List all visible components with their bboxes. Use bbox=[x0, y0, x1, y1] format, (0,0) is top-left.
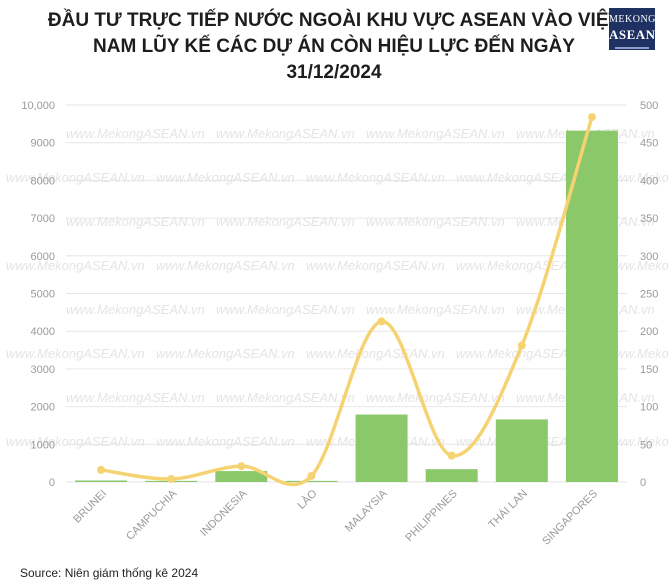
watermark-text: www.MekongASEAN.vn bbox=[66, 390, 205, 405]
bar-brunei bbox=[75, 480, 128, 482]
watermark-text: www.MekongASEAN.vn bbox=[366, 214, 505, 229]
watermark-text: www.MekongASEAN.vn bbox=[456, 346, 595, 361]
watermark-text: www.MekongASEAN.vn bbox=[6, 434, 145, 449]
watermark-text: www.MekongASEAN.vn bbox=[306, 258, 445, 273]
watermark-text: www.MekongASEAN.vn bbox=[66, 302, 205, 317]
watermark-text: www.MekongASEAN.vn bbox=[606, 258, 668, 273]
watermark-text: www.MekongASEAN.vn bbox=[366, 126, 505, 141]
left-tick-label: 6000 bbox=[31, 251, 55, 263]
watermark-text: www.MekongASEAN.vn bbox=[156, 170, 295, 185]
bar-malaysia bbox=[355, 414, 408, 482]
watermark-text: www.MekongASEAN.vn bbox=[66, 214, 205, 229]
watermark-text: www.MekongASEAN.vn bbox=[6, 170, 145, 185]
watermark-text: www.MekongASEAN.vn bbox=[156, 258, 295, 273]
watermark-layer: www.MekongASEAN.vn www.MekongASEAN.vn www.… bbox=[6, 126, 668, 449]
watermark-text: www.MekongASEAN.vn bbox=[216, 302, 355, 317]
x-tick-label: SINGAPORES bbox=[540, 488, 600, 548]
right-tick-label: 100 bbox=[640, 402, 658, 414]
watermark-text: www.MekongASEAN.vn bbox=[456, 170, 595, 185]
watermark-text: www.MekongASEAN.vn bbox=[306, 346, 445, 361]
x-tick-label: PHILIPPINES bbox=[403, 488, 459, 544]
line-point-singapores bbox=[587, 113, 596, 122]
logo-text-bottom: ASEAN bbox=[609, 27, 656, 42]
title-line-1: ĐẦU TƯ TRỰC TIẾP NƯỚC NGOÀI KHU VỰC ASEA… bbox=[47, 10, 621, 31]
right-tick-label: 400 bbox=[640, 175, 658, 187]
right-tick-label: 500 bbox=[640, 100, 658, 112]
line-point-philippines bbox=[447, 451, 456, 460]
bar-indonesia bbox=[215, 471, 268, 482]
line-point-thái lan bbox=[517, 341, 526, 350]
x-tick-label: CAMPUCHIA bbox=[124, 487, 180, 543]
watermark-text: www.MekongASEAN.vn bbox=[156, 346, 295, 361]
right-tick-label: 300 bbox=[640, 251, 658, 263]
right-tick-label: 50 bbox=[640, 439, 652, 451]
watermark-text: www.MekongASEAN.vn bbox=[156, 434, 295, 449]
left-tick-label: 3000 bbox=[31, 364, 55, 376]
watermark-text: www.MekongASEAN.vn bbox=[606, 170, 668, 185]
chart-title: ĐẦU TƯ TRỰC TIẾP NƯỚC NGOÀI KHU VỰC ASEA… bbox=[0, 8, 668, 86]
watermark-text: www.MekongASEAN.vn bbox=[66, 126, 205, 141]
bar-thái lan bbox=[495, 419, 548, 482]
bar-singapores bbox=[565, 130, 618, 483]
left-tick-label: 7000 bbox=[31, 213, 55, 225]
watermark-text: www.MekongASEAN.vn bbox=[606, 434, 668, 449]
combo-chart: www.MekongASEAN.vn www.MekongASEAN.vn www.… bbox=[6, 100, 668, 548]
x-axis: BRUNEI CAMPUCHIA INDONESIA LÀO MALAYSIA PHILI… bbox=[71, 487, 600, 548]
left-tick-label: 1000 bbox=[31, 439, 55, 451]
source-note: Source: Niên giám thống kê 2024 bbox=[20, 566, 199, 580]
watermark-text: www.MekongASEAN.vn bbox=[366, 302, 505, 317]
bar-layer bbox=[75, 130, 618, 483]
x-tick-label: LÀO bbox=[295, 487, 320, 512]
left-tick-label: 2000 bbox=[31, 402, 55, 414]
line-point-lào bbox=[307, 471, 316, 480]
right-tick-label: 450 bbox=[640, 138, 658, 150]
right-tick-label: 200 bbox=[640, 326, 658, 338]
x-tick-label: THÁI LAN bbox=[486, 487, 530, 531]
watermark-text: www.MekongASEAN.vn bbox=[306, 170, 445, 185]
watermark-text: www.MekongASEAN.vn bbox=[216, 214, 355, 229]
watermark-text: www.MekongASEAN.vn bbox=[216, 126, 355, 141]
x-tick-label: BRUNEI bbox=[71, 488, 109, 526]
watermark-text: www.MekongASEAN.vn bbox=[6, 258, 145, 273]
title-line-3: 31/12/2024 bbox=[286, 62, 382, 83]
watermark-text: www.MekongASEAN.vn bbox=[456, 258, 595, 273]
bar-lào bbox=[285, 480, 338, 482]
line-point-campuchia bbox=[167, 474, 176, 483]
right-tick-label: 0 bbox=[640, 477, 646, 489]
logo-underline bbox=[615, 47, 649, 49]
title-line-2: NAM LŨY KẾ CÁC DỰ ÁN CÒN HIỆU LỰC ĐẾN NG… bbox=[93, 36, 575, 57]
left-tick-label: 8000 bbox=[31, 175, 55, 187]
watermark-text: www.MekongASEAN.vn bbox=[216, 390, 355, 405]
line-layer bbox=[97, 113, 596, 487]
left-tick-label: 5000 bbox=[31, 289, 55, 301]
watermark-text: www.MekongASEAN.vn bbox=[366, 390, 505, 405]
left-axis: 0 1000 2000 3000 4000 5000 6000 7000 8000 9000 10,… bbox=[21, 100, 55, 489]
watermark-text: www.MekongASEAN.vn bbox=[606, 346, 668, 361]
left-tick-label: 4000 bbox=[31, 326, 55, 338]
bar-philippines bbox=[425, 469, 478, 482]
right-axis: 0 50 100 150 200 250 300 350 400 450 500 bbox=[640, 100, 658, 489]
right-tick-label: 350 bbox=[640, 213, 658, 225]
line-point-indonesia bbox=[237, 462, 246, 471]
watermark-text: www.MekongASEAN.vn bbox=[6, 346, 145, 361]
left-tick-label: 0 bbox=[49, 477, 55, 489]
left-tick-label: 10,000 bbox=[21, 100, 55, 112]
logo-text-top: MEKONG bbox=[609, 14, 656, 25]
left-tick-label: 9000 bbox=[31, 138, 55, 150]
line-point-brunei bbox=[97, 465, 106, 474]
x-tick-label: INDONESIA bbox=[198, 487, 250, 539]
mekong-asean-logo: MEKONG ASEAN bbox=[609, 8, 655, 50]
line-point-malaysia bbox=[377, 317, 386, 326]
x-tick-label: MALAYSIA bbox=[343, 487, 390, 534]
right-tick-label: 150 bbox=[640, 364, 658, 376]
right-tick-label: 250 bbox=[640, 289, 658, 301]
